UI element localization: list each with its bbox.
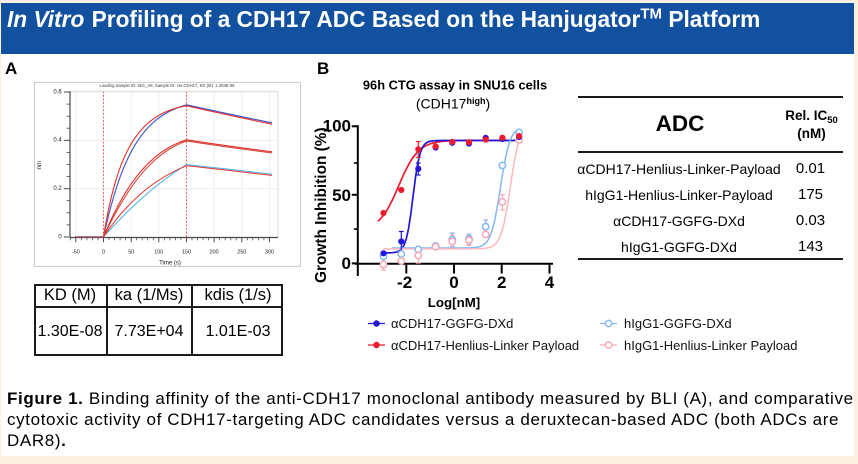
svg-text:0: 0 <box>102 250 105 256</box>
svg-text:0.2: 0.2 <box>53 186 62 192</box>
svg-text:0: 0 <box>449 273 458 292</box>
svg-text:Growth Inhibition (%): Growth Inhibition (%) <box>313 127 330 283</box>
svg-text:Loading Sample ID: 5D1_V8, Sam: Loading Sample ID: 5D1_V8, Sample ID: Hu… <box>100 83 236 88</box>
svg-text:100: 100 <box>154 250 163 256</box>
svg-text:50: 50 <box>128 250 134 256</box>
svg-text:0.6: 0.6 <box>53 89 62 95</box>
svg-text:2: 2 <box>497 273 506 292</box>
svg-text:0: 0 <box>342 254 351 273</box>
svg-text:-50: -50 <box>72 250 80 256</box>
svg-text:50: 50 <box>332 186 351 205</box>
svg-text:0.4: 0.4 <box>53 138 62 144</box>
svg-text:Log[nM]: Log[nM] <box>428 295 480 310</box>
svg-text:250: 250 <box>237 250 246 256</box>
svg-text:150: 150 <box>182 250 191 256</box>
svg-text:200: 200 <box>210 250 219 256</box>
svg-text:300: 300 <box>265 250 274 256</box>
svg-text:nm: nm <box>36 161 43 170</box>
svg-text:(CDH17high): (CDH17high) <box>416 96 490 112</box>
svg-text:4: 4 <box>545 273 555 292</box>
svg-text:96h CTG assay in SNU16 cells: 96h CTG assay in SNU16 cells <box>363 78 547 93</box>
svg-text:-2: -2 <box>397 273 412 292</box>
svg-text:100: 100 <box>323 117 351 136</box>
svg-text:0: 0 <box>58 234 62 240</box>
svg-text:Time (s): Time (s) <box>159 260 181 266</box>
